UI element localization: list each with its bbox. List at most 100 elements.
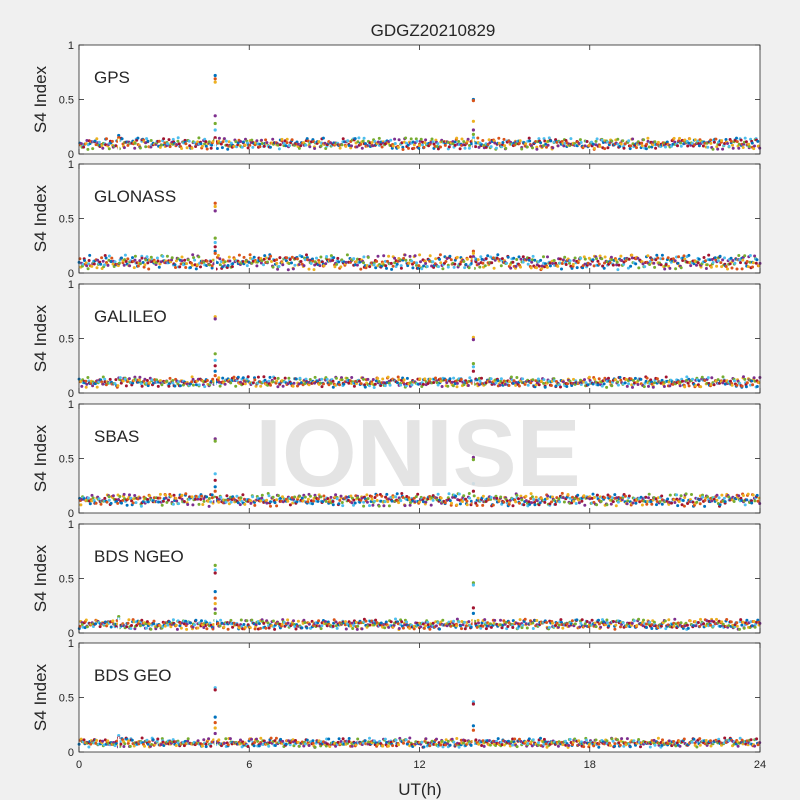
- data-point: [302, 264, 306, 268]
- data-point: [139, 504, 143, 508]
- data-point: [682, 254, 686, 258]
- data-point: [219, 495, 223, 499]
- data-point: [140, 736, 144, 740]
- data-point: [723, 256, 726, 260]
- data-point: [271, 137, 275, 141]
- data-point: [271, 265, 275, 269]
- data-point: [496, 379, 500, 383]
- data-point: [223, 382, 227, 386]
- data-point: [591, 142, 595, 146]
- data-point: [226, 627, 230, 631]
- data-point: [626, 266, 630, 270]
- data-point: [362, 136, 366, 140]
- data-point: [539, 141, 543, 145]
- data-point: [546, 143, 550, 147]
- data-point: [266, 621, 270, 625]
- data-point: [742, 626, 746, 630]
- data-point: [432, 381, 436, 384]
- data-point: [591, 258, 595, 262]
- data-point: [262, 263, 265, 267]
- data-point: [196, 626, 200, 630]
- y-tick-label: 0.5: [59, 214, 74, 226]
- data-point: [702, 622, 706, 626]
- data-point: [446, 384, 450, 388]
- data-point: [224, 737, 228, 741]
- data-point: [197, 255, 201, 259]
- data-point: [651, 143, 655, 147]
- data-point: [88, 253, 92, 257]
- y-axis-label: S4 Index: [31, 544, 50, 612]
- data-point: [635, 624, 639, 627]
- data-point: [103, 263, 106, 267]
- data-point: [101, 382, 105, 386]
- data-point: [688, 137, 692, 141]
- data-point: [509, 375, 513, 379]
- data-point: [165, 254, 169, 258]
- data-point: [208, 263, 212, 267]
- data-point: [537, 137, 541, 141]
- data-point: [156, 384, 160, 388]
- data-point: [709, 141, 713, 145]
- data-point: [410, 259, 414, 263]
- data-point: [580, 618, 584, 622]
- spike-point: [213, 317, 217, 321]
- data-point: [716, 147, 720, 151]
- spike-point: [471, 338, 475, 342]
- data-point: [597, 618, 600, 622]
- data-point: [469, 255, 472, 259]
- data-point: [267, 744, 271, 748]
- data-point: [668, 493, 672, 497]
- data-point: [177, 502, 181, 506]
- data-point: [131, 501, 135, 505]
- data-point: [171, 381, 175, 385]
- data-point: [119, 742, 123, 746]
- data-point: [341, 137, 345, 141]
- data-point: [228, 259, 232, 263]
- data-point: [207, 140, 211, 144]
- data-point: [223, 260, 227, 264]
- data-point: [274, 736, 278, 740]
- data-point: [585, 620, 589, 623]
- data-point: [229, 381, 233, 385]
- data-point: [560, 267, 563, 271]
- data-point: [492, 266, 496, 270]
- data-point: [315, 256, 318, 260]
- data-point: [656, 256, 660, 260]
- data-point: [243, 143, 247, 147]
- data-point: [307, 622, 311, 626]
- data-point: [215, 261, 219, 265]
- data-point: [438, 377, 442, 381]
- data-point: [460, 137, 464, 141]
- data-point: [729, 139, 733, 143]
- data-point: [203, 137, 207, 141]
- data-point: [425, 265, 429, 268]
- data-point: [745, 618, 749, 622]
- data-point: [503, 382, 507, 386]
- data-point: [692, 262, 696, 266]
- data-point: [687, 253, 691, 257]
- data-point: [642, 138, 646, 142]
- data-point: [627, 382, 631, 386]
- data-point: [204, 144, 208, 148]
- data-point: [308, 145, 312, 149]
- data-point: [185, 627, 189, 631]
- data-point: [710, 258, 714, 261]
- data-point: [259, 626, 262, 630]
- data-point: [278, 143, 282, 147]
- data-point: [499, 377, 503, 381]
- data-point: [537, 264, 541, 268]
- data-point: [139, 382, 143, 386]
- data-point: [250, 737, 253, 741]
- data-point: [101, 739, 105, 743]
- data-point: [449, 258, 453, 262]
- data-point: [621, 139, 625, 143]
- data-point: [590, 618, 594, 622]
- data-point: [294, 377, 298, 381]
- data-point: [393, 256, 397, 260]
- data-point: [353, 137, 357, 141]
- data-point: [741, 258, 745, 262]
- data-point: [172, 493, 176, 497]
- data-point: [138, 262, 142, 266]
- data-point: [503, 144, 507, 148]
